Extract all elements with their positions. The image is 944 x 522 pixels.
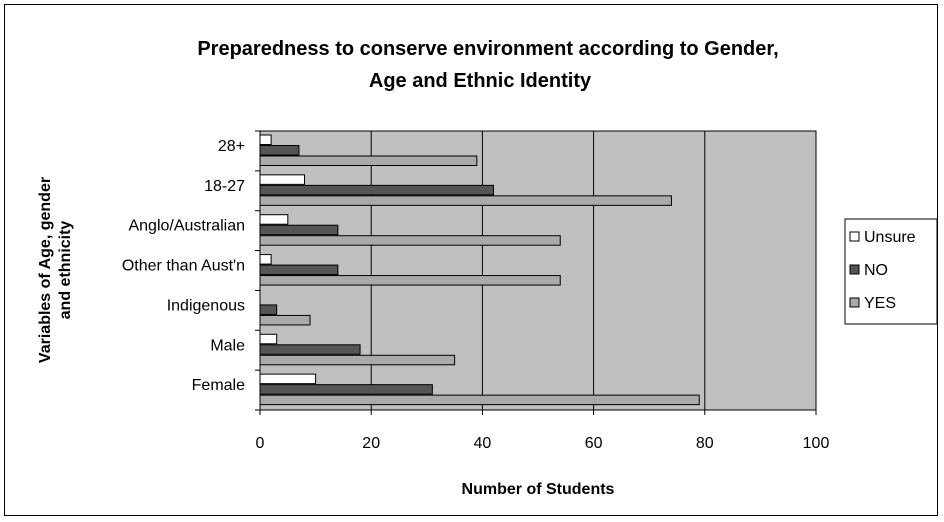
bar-yes-6: [259, 394, 700, 406]
bar-unsure-0: [259, 134, 272, 145]
x-tick-label: 100: [803, 435, 830, 452]
bars: [259, 134, 700, 406]
y-tick-label: Male: [210, 337, 245, 354]
x-tick-label: 20: [362, 435, 380, 452]
x-tick-label: 0: [256, 435, 265, 452]
y-tick-label: Other than Aust'n: [122, 258, 245, 275]
y-tick-label: Indigenous: [167, 297, 245, 314]
y-tick-label: Female: [192, 377, 245, 394]
x-axis-ticks: 0 20 40 60 80 100: [256, 410, 830, 452]
x-tick-label: 60: [585, 435, 603, 452]
y-tick-label: 28+: [218, 138, 245, 155]
bar-no-6: [259, 384, 433, 395]
y-axis-title-line-1: Variables of Age, gender: [37, 177, 54, 363]
legend-box: [844, 218, 938, 325]
bar-unsure-5: [259, 333, 278, 345]
legend-label-unsure: Unsure: [864, 229, 916, 246]
bar-no-4: [259, 304, 278, 315]
chart-title-line-1: Preparedness to conserve environment acc…: [197, 38, 778, 60]
bar-unsure-6: [259, 373, 317, 385]
bar-yes-4: [259, 314, 311, 326]
y-axis-ticks: 28+ 18-27 Anglo/Australian Other than Aust'…: [122, 130, 260, 411]
bar-no-3: [259, 264, 339, 276]
plot-area: [259, 130, 817, 411]
bar-no-2: [259, 224, 339, 236]
x-axis-title: Number of Students: [462, 481, 615, 498]
bar-unsure-1: [259, 174, 305, 185]
y-tick-label: Anglo/Australian: [128, 218, 245, 235]
bar-yes-1: [259, 195, 672, 206]
bar-yes-3: [259, 275, 561, 286]
x-tick-label: 40: [474, 435, 492, 452]
bar-yes-2: [259, 235, 561, 246]
legend-label-yes: YES: [864, 295, 896, 312]
legend-swatch-unsure: [849, 231, 860, 242]
chart-title-line-2: Age and Ethnic Identity: [369, 70, 592, 92]
bar-no-0: [259, 145, 300, 156]
legend-swatch-no: [849, 264, 860, 275]
bar-unsure-2: [259, 214, 289, 225]
y-axis-title: Variables of Age, gender and ethnicity: [37, 177, 74, 363]
legend-swatch-yes: [849, 297, 860, 308]
x-tick-label: 80: [696, 435, 714, 452]
bar-yes-0: [259, 155, 478, 166]
bar-no-1: [259, 184, 495, 196]
y-tick-label: 18-27: [204, 178, 245, 195]
bar-unsure-3: [259, 254, 272, 265]
legend: Unsure NO YES: [849, 229, 916, 312]
y-axis-title-line-2: and ethnicity: [57, 221, 74, 320]
legend-label-no: NO: [864, 262, 888, 279]
bar-no-5: [259, 344, 361, 355]
bar-yes-5: [259, 354, 456, 366]
